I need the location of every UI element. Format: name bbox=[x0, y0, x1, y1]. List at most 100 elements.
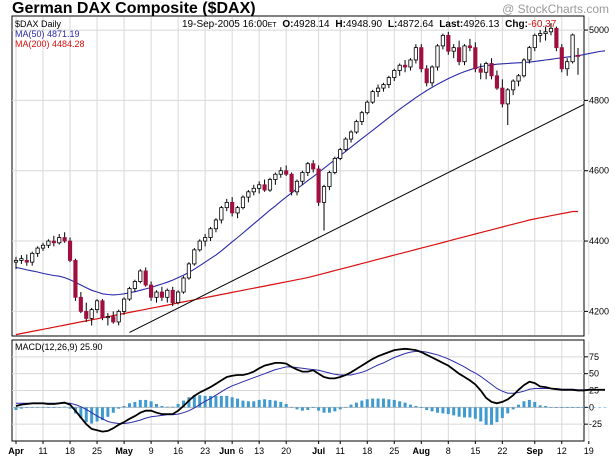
candle-body bbox=[338, 149, 343, 159]
last-label: Last: bbox=[439, 19, 463, 30]
candle-body bbox=[13, 259, 19, 263]
x-tick-label: 11 bbox=[336, 446, 345, 456]
x-tick-label: 8 bbox=[446, 446, 451, 456]
macd-y-tick-label: -25 bbox=[589, 419, 602, 429]
low-label: L: bbox=[388, 19, 397, 30]
candle-body bbox=[154, 291, 159, 298]
macd-hist-bar bbox=[468, 407, 472, 418]
candle-body bbox=[413, 47, 418, 61]
candle-body bbox=[143, 270, 148, 286]
candle-body bbox=[538, 33, 543, 36]
macd-hist-bar bbox=[57, 407, 61, 408]
macd-hist-bar bbox=[25, 407, 29, 409]
candle-body bbox=[473, 47, 478, 70]
candle-body bbox=[100, 300, 105, 319]
macd-hist-bar bbox=[295, 407, 299, 410]
macd-hist-bar bbox=[36, 407, 40, 408]
macd-hist-bar bbox=[214, 395, 218, 408]
macd-hist-bar bbox=[354, 402, 358, 408]
candle-body bbox=[67, 240, 73, 261]
candle-body bbox=[359, 112, 364, 122]
candle-body bbox=[327, 172, 332, 187]
x-tick-label: 25 bbox=[389, 446, 399, 456]
chg-value: -60.37 bbox=[528, 19, 557, 30]
macd-hist-bar bbox=[500, 407, 504, 419]
macd-hist-bar bbox=[246, 401, 250, 408]
macd-hist-bar bbox=[144, 399, 148, 408]
macd-hist-bar bbox=[371, 398, 375, 408]
candle-body bbox=[278, 170, 283, 175]
quote-line: 19-Sep-2005 16:00ET O:4928.14 H:4948.90 … bbox=[182, 19, 557, 30]
macd-hist-bar bbox=[430, 407, 434, 412]
x-tick-label: 18 bbox=[65, 446, 75, 456]
macd-hist-bar bbox=[490, 407, 494, 425]
price-y-tick-label: 5000 bbox=[589, 25, 609, 35]
macd-hist-bar bbox=[322, 407, 326, 413]
macd-hist-bar bbox=[544, 405, 548, 408]
candle-body bbox=[170, 289, 175, 303]
candle-body bbox=[521, 59, 527, 77]
x-tick-label: 12 bbox=[557, 446, 567, 456]
macd-hist-bar bbox=[527, 399, 531, 408]
candle-body bbox=[500, 87, 505, 105]
x-tick-label: 15 bbox=[470, 446, 480, 456]
candle-body bbox=[505, 89, 510, 105]
candle-body bbox=[548, 27, 554, 33]
macd-hist-bar bbox=[241, 400, 245, 408]
price-panel bbox=[11, 15, 585, 337]
x-tick-label: 20 bbox=[281, 446, 291, 456]
macd-hist-bar bbox=[111, 407, 115, 413]
candle-body bbox=[559, 47, 564, 70]
macd-hist-bar bbox=[284, 403, 288, 408]
candle-body bbox=[289, 173, 294, 193]
candle-body bbox=[392, 70, 397, 78]
macd-hist-bar bbox=[317, 407, 321, 411]
candle-body bbox=[430, 66, 435, 84]
candle-body bbox=[132, 281, 137, 289]
macd-hist-bar bbox=[473, 407, 477, 419]
candle-body bbox=[527, 47, 532, 61]
ma50-legend: MA(50) 4871.19 bbox=[15, 29, 80, 39]
ma50-layer bbox=[15, 50, 606, 296]
candle-body bbox=[159, 291, 164, 298]
macd-hist-bar bbox=[360, 400, 364, 408]
macd-hist-bar bbox=[603, 407, 607, 408]
macd-hist-bar bbox=[127, 403, 131, 408]
macd-line bbox=[15, 347, 605, 433]
candle-body bbox=[365, 101, 370, 114]
candle-body bbox=[240, 196, 246, 209]
x-tick-label: Sep bbox=[527, 446, 544, 456]
candle-body bbox=[316, 168, 321, 203]
candle-body bbox=[176, 291, 181, 303]
macd-hist-bar bbox=[263, 399, 267, 408]
symbol-label: $DAX Daily bbox=[15, 19, 62, 29]
watermark: @ StockCharts.com bbox=[502, 2, 609, 16]
macd-hist-bar bbox=[192, 395, 196, 408]
macd-hist-bar bbox=[133, 401, 137, 408]
price-y-axis: 4200 4400 4600 4800 5000 bbox=[584, 25, 609, 316]
macd-hist-bar bbox=[290, 407, 294, 408]
macd-hist-bar bbox=[457, 407, 461, 417]
macd-hist-bar bbox=[446, 407, 450, 415]
macd-hist-bar bbox=[436, 407, 439, 413]
macd-hist-bar bbox=[230, 397, 234, 408]
candle-body bbox=[235, 207, 240, 214]
macd-line-layer bbox=[15, 347, 605, 433]
macd-hist-bar bbox=[587, 407, 591, 408]
macd-hist-bar bbox=[408, 404, 412, 408]
macd-hist-bar bbox=[522, 401, 526, 408]
open-value: 4928.14 bbox=[293, 19, 330, 30]
candle-body bbox=[230, 201, 235, 214]
macd-hist-bar bbox=[538, 405, 542, 408]
macd-hist-bar bbox=[387, 399, 391, 408]
macd-hist-bar bbox=[106, 407, 110, 417]
macd-hist-bar bbox=[138, 399, 142, 408]
macd-hist-bar bbox=[398, 401, 402, 408]
candle-body bbox=[403, 64, 408, 68]
candle-body bbox=[197, 240, 202, 251]
candle-body bbox=[181, 277, 186, 293]
x-axis: Apr 11 18 25 May 9 16 23 Jun 6 13 20 Jul 11 18 25 Aug 8 15… bbox=[8, 441, 594, 456]
macd-hist-bar bbox=[338, 407, 342, 410]
candle-body bbox=[192, 249, 197, 265]
